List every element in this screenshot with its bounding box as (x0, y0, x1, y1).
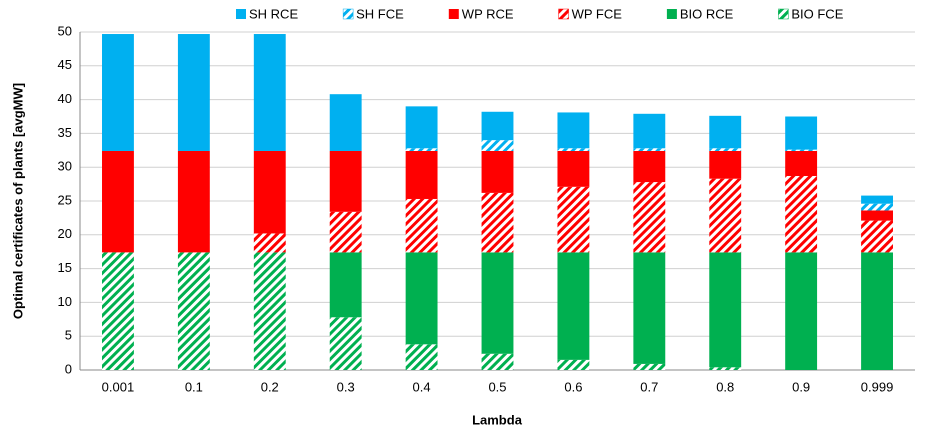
legend-label: BIO FCE (791, 6, 843, 21)
y-tick-label: 45 (58, 57, 72, 72)
x-tick-label: 0.2 (261, 379, 279, 394)
bar-segment (329, 252, 362, 318)
legend-swatch (448, 9, 459, 19)
bar-segment (861, 220, 893, 253)
y-tick-label: 30 (58, 159, 72, 174)
x-tick-label: 0.9 (792, 379, 810, 394)
bar-segment (557, 150, 590, 187)
legend-swatch (342, 8, 354, 20)
bar-segment (709, 148, 742, 151)
legend-label: SH RCE (249, 6, 298, 21)
x-tick-label: 0.1 (185, 379, 203, 394)
bar-segment (557, 112, 590, 149)
x-tick-label: 0.8 (716, 379, 734, 394)
bar-segment (102, 252, 134, 370)
bar-segment (253, 34, 286, 151)
bar-segment (253, 252, 286, 370)
y-tick-label: 20 (58, 226, 72, 241)
bar-segment (709, 115, 742, 149)
bar-segment (253, 233, 286, 253)
x-tick-label: 0.5 (488, 379, 506, 394)
bar-segment (785, 150, 818, 176)
bar-segment (709, 150, 742, 179)
bar-segment (709, 178, 742, 253)
bar-segment (405, 198, 438, 253)
bar-segment (481, 353, 514, 370)
bar-segment (481, 111, 514, 141)
bar-segment (785, 149, 818, 151)
bar-segment (253, 150, 286, 234)
y-tick-label: 50 (58, 23, 72, 38)
bar-segment (557, 359, 590, 370)
legend-swatch (666, 9, 677, 19)
y-tick-label: 5 (65, 328, 72, 343)
bar-segment (785, 116, 818, 150)
legend-label: WP RCE (462, 6, 514, 21)
bar-segment (861, 210, 893, 221)
bar-segment (481, 192, 514, 253)
x-axis-title: Lambda (472, 412, 523, 427)
bar-segment (633, 150, 666, 183)
y-tick-label: 35 (58, 125, 72, 140)
bar-segment (633, 148, 666, 151)
bar-segment (405, 344, 438, 370)
y-tick-label: 40 (58, 91, 72, 106)
legend-swatch (778, 8, 789, 20)
bar-segment (405, 252, 438, 345)
bar-segment (481, 252, 514, 354)
x-tick-label: 0.3 (337, 379, 355, 394)
bar-segment (633, 252, 666, 364)
bar-segment (405, 106, 438, 149)
bar-segment (861, 252, 893, 370)
legend-label: WP FCE (572, 6, 623, 21)
bar-segment (709, 367, 742, 370)
bar-segment (557, 148, 590, 151)
bar-segment (861, 195, 893, 204)
bar-segment (481, 140, 514, 151)
bar-segment (785, 175, 818, 253)
bar-segment (177, 252, 210, 370)
bar-segment (405, 150, 438, 199)
bar-segment (405, 148, 438, 151)
bar-segment (785, 252, 818, 370)
bar-segment (633, 182, 666, 253)
bar-segment (861, 203, 893, 211)
legend-label: SH FCE (356, 6, 404, 21)
y-axis-title: Optimal certificates of plants [avgMW] (10, 83, 25, 319)
x-tick-label: 0.6 (564, 379, 582, 394)
legend-swatch (558, 8, 569, 20)
y-tick-label: 25 (58, 192, 72, 207)
x-tick-label: 0.4 (413, 379, 431, 394)
bar-segment (177, 34, 210, 151)
bar-segment (102, 150, 134, 253)
bar-segment (633, 363, 666, 370)
bar-segment (102, 34, 134, 151)
bar-segment (633, 113, 666, 149)
y-tick-label: 15 (58, 260, 72, 275)
legend-label: BIO RCE (680, 6, 734, 21)
x-tick-label: 0.999 (861, 379, 894, 394)
y-tick-label: 10 (58, 294, 72, 309)
bar-segment (557, 252, 590, 360)
bar-segment (177, 150, 210, 253)
bar-segment (709, 252, 742, 368)
x-tick-label: 0.001 (102, 379, 135, 394)
x-tick-label: 0.7 (640, 379, 658, 394)
bar-segment (329, 317, 362, 370)
bar-segment (329, 150, 362, 212)
y-tick-label: 0 (65, 361, 72, 376)
bar-segment (329, 94, 362, 151)
legend-swatch (236, 9, 246, 19)
bar-segment (329, 211, 362, 253)
bar-segment (481, 150, 514, 193)
bar-segment (557, 186, 590, 253)
